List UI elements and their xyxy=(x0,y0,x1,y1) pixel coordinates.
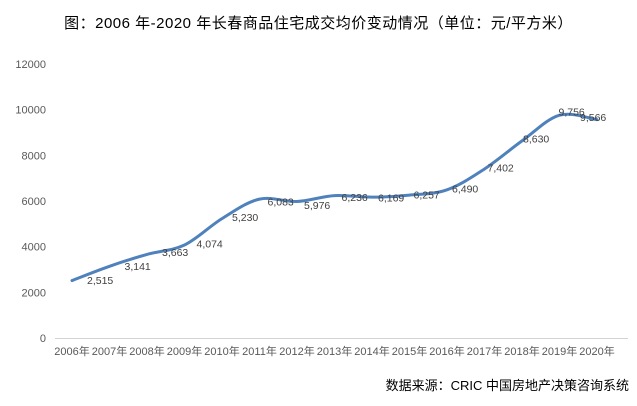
data-label: 6,490 xyxy=(452,183,478,195)
data-label: 6,236 xyxy=(342,192,368,204)
chart-title: 图：2006 年-2020 年长春商品住宅成交均价变动情况（单位：元/平方米） xyxy=(64,15,573,32)
y-axis-tick-label: 10000 xyxy=(15,105,46,117)
y-axis-tick-label: 4000 xyxy=(22,242,46,254)
data-label: 5,230 xyxy=(232,212,258,224)
price-series-line xyxy=(70,112,599,283)
x-axis-tick-label: 2019年 xyxy=(542,344,577,358)
data-label: 3,663 xyxy=(162,247,188,259)
x-axis-tick-label: 2014年 xyxy=(354,344,389,358)
x-axis-tick-label: 2016年 xyxy=(429,344,464,358)
data-label: 6,169 xyxy=(378,193,404,205)
data-label: 9,756 xyxy=(559,107,585,119)
x-axis-tick-label: 2008年 xyxy=(129,344,164,358)
data-label: 2,515 xyxy=(87,275,113,287)
data-label: 8,630 xyxy=(523,133,549,145)
y-axis-tick-label: 6000 xyxy=(22,196,46,208)
y-axis-tick-label: 8000 xyxy=(22,150,46,162)
data-label: 3,141 xyxy=(125,261,151,273)
data-label: 6,083 xyxy=(268,197,294,209)
y-axis-tick-label: 12000 xyxy=(15,59,46,71)
x-axis-tick-label: 2020年 xyxy=(579,344,614,358)
data-label: 5,976 xyxy=(304,200,330,212)
x-axis-tick-label: 2006年 xyxy=(54,344,89,358)
x-axis-tick-label: 2013年 xyxy=(317,344,352,358)
y-axis-tick-label: 0 xyxy=(40,333,46,345)
x-axis-tick-label: 2015年 xyxy=(392,344,427,358)
x-axis-tick-label: 2011年 xyxy=(242,344,277,358)
data-label: 6,257 xyxy=(414,190,440,202)
x-axis-tick-label: 2010年 xyxy=(204,344,239,358)
data-label: 7,402 xyxy=(488,162,514,174)
x-axis-tick-label: 2009年 xyxy=(167,344,202,358)
x-axis-tick-label: 2012年 xyxy=(279,344,314,358)
data-source-note: 数据来源：CRIC 中国房地产决策咨询系统 xyxy=(385,378,629,393)
data-label: 4,074 xyxy=(197,238,223,250)
x-axis-tick-label: 2018年 xyxy=(504,344,539,358)
y-axis-tick-label: 2000 xyxy=(22,287,46,299)
data-label: 9,566 xyxy=(580,112,606,124)
x-axis-tick-label: 2007年 xyxy=(92,344,127,358)
x-axis-tick-label: 2017年 xyxy=(467,344,502,358)
